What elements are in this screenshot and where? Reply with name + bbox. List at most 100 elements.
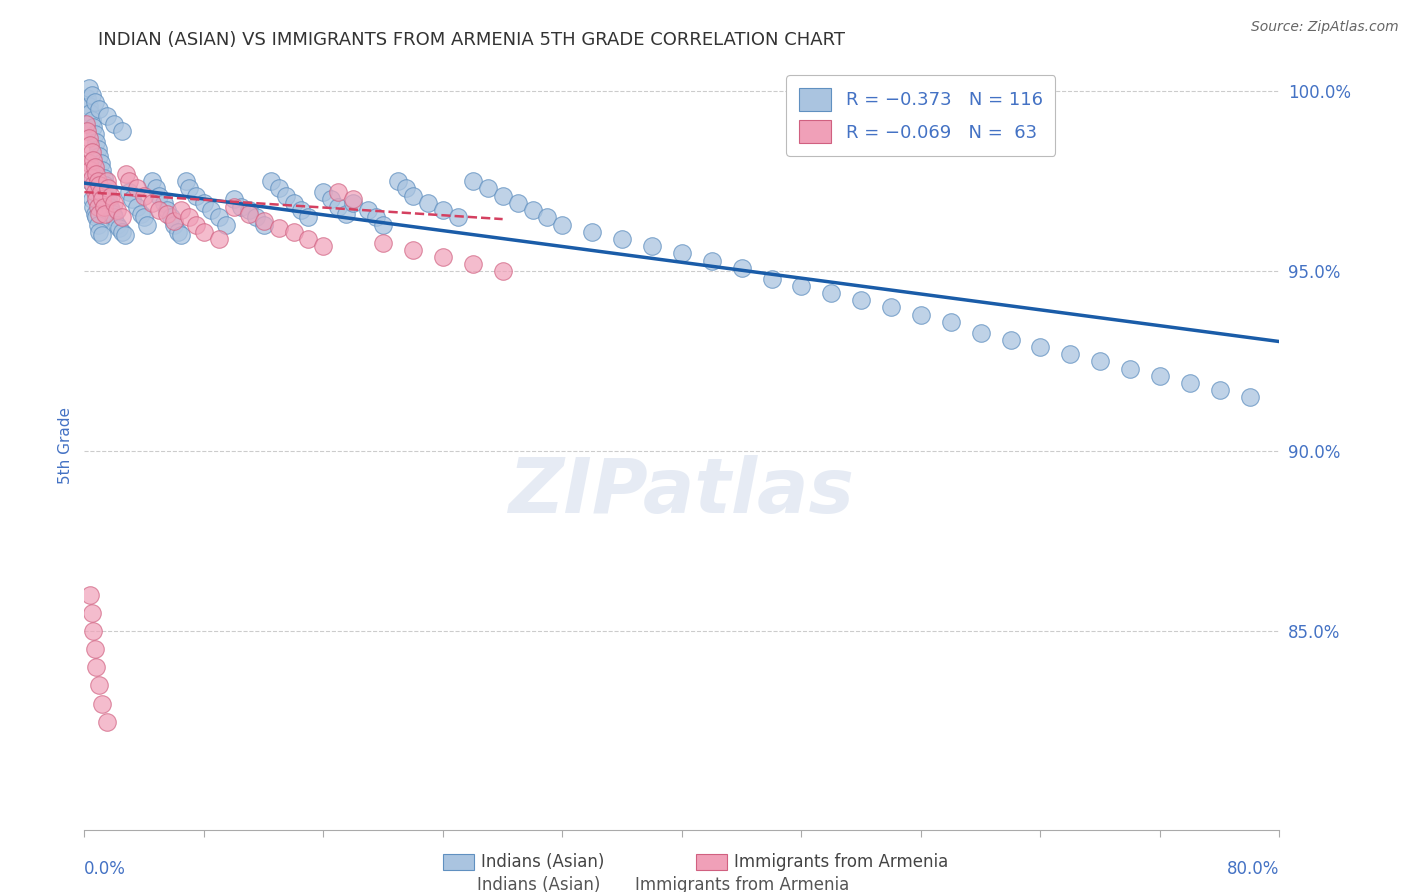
Point	[87, 142, 110, 156]
Point	[125, 200, 148, 214]
Point	[83, 160, 105, 174]
Point	[402, 243, 425, 257]
Point	[96, 174, 118, 188]
Point	[447, 211, 470, 225]
Text: INDIAN (ASIAN) VS IMMIGRANTS FROM ARMENIA 5TH GRADE CORRELATION CHART: INDIAN (ASIAN) VS IMMIGRANTS FROM ARMENI…	[98, 31, 845, 49]
Point	[416, 195, 439, 210]
Point	[89, 678, 111, 692]
Point	[107, 221, 129, 235]
Point	[461, 257, 484, 271]
Point	[125, 181, 148, 195]
Point	[90, 156, 112, 170]
Point	[80, 145, 103, 160]
Point	[1119, 361, 1142, 376]
Point	[312, 239, 335, 253]
Point	[222, 192, 245, 206]
Point	[101, 207, 124, 221]
Point	[222, 200, 245, 214]
Point	[193, 225, 215, 239]
Point	[394, 181, 416, 195]
Point	[1178, 376, 1201, 390]
Point	[141, 195, 163, 210]
Point	[114, 228, 136, 243]
Point	[492, 264, 515, 278]
Point	[1149, 368, 1171, 383]
Point	[731, 260, 754, 275]
Point	[79, 174, 101, 188]
Point	[94, 178, 117, 192]
Point	[939, 315, 962, 329]
Point	[118, 185, 141, 199]
Point	[136, 218, 159, 232]
Point	[700, 253, 723, 268]
Point	[86, 135, 108, 149]
Point	[238, 203, 260, 218]
Point	[132, 188, 156, 202]
Point	[238, 207, 260, 221]
Point	[1000, 333, 1022, 347]
Point	[79, 138, 101, 153]
Point	[111, 211, 134, 225]
Point	[373, 235, 395, 250]
Point	[80, 607, 103, 621]
Point	[132, 211, 156, 225]
Point	[87, 218, 110, 232]
Point	[1209, 383, 1232, 397]
Point	[83, 207, 105, 221]
Point	[86, 167, 108, 181]
Point	[245, 211, 267, 225]
Point	[297, 232, 319, 246]
Point	[82, 153, 104, 167]
Point	[118, 174, 141, 188]
Point	[910, 308, 932, 322]
Point	[91, 192, 114, 206]
Point	[155, 207, 177, 221]
Point	[103, 195, 125, 210]
Point	[93, 170, 115, 185]
Point	[129, 207, 152, 221]
Point	[80, 113, 103, 128]
Point	[200, 203, 222, 218]
Point	[342, 195, 364, 210]
Point	[170, 228, 193, 243]
Point	[83, 95, 105, 109]
Point	[91, 228, 114, 243]
Point	[297, 211, 319, 225]
Point	[167, 225, 190, 239]
Point	[87, 174, 110, 188]
Y-axis label: 5th Grade: 5th Grade	[58, 408, 73, 484]
Point	[100, 203, 122, 218]
Point	[1090, 354, 1112, 368]
Point	[170, 203, 193, 218]
Point	[141, 174, 163, 188]
Point	[186, 188, 208, 202]
Point	[83, 642, 105, 657]
Point	[86, 211, 108, 225]
Point	[91, 163, 114, 178]
Point	[82, 120, 104, 135]
Point	[96, 110, 118, 124]
Point	[253, 218, 276, 232]
Point	[1239, 390, 1261, 404]
Point	[536, 211, 558, 225]
Point	[145, 181, 167, 195]
Point	[83, 128, 105, 142]
Point	[79, 589, 101, 603]
Point	[612, 232, 634, 246]
Point	[103, 211, 125, 225]
Point	[163, 214, 186, 228]
Point	[970, 326, 993, 340]
Point	[387, 174, 409, 188]
Point	[342, 192, 364, 206]
Point	[103, 117, 125, 131]
Point	[671, 246, 693, 260]
Point	[77, 80, 100, 95]
Point	[177, 211, 200, 225]
Point	[761, 271, 783, 285]
Point	[231, 200, 253, 214]
Point	[82, 178, 104, 192]
Point	[77, 156, 100, 170]
Point	[152, 195, 174, 210]
Point	[90, 185, 112, 199]
Point	[91, 697, 114, 711]
